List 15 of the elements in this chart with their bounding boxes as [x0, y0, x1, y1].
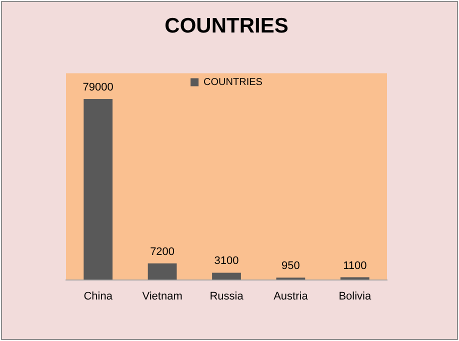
- x-tick-label: Vietnam: [142, 290, 182, 302]
- data-label: 79000: [82, 82, 114, 94]
- data-label: 1100: [343, 260, 367, 272]
- x-tick-label: China: [84, 290, 114, 302]
- x-tick-label: Bolivia: [338, 290, 372, 302]
- bar: [148, 263, 177, 280]
- bar: [212, 272, 241, 280]
- data-label: 950: [282, 260, 300, 272]
- x-tick-label: Austria: [274, 290, 309, 302]
- x-tick-label: Russia: [210, 290, 244, 302]
- legend-label: COUNTRIES: [204, 76, 263, 88]
- data-label: 7200: [150, 246, 175, 258]
- chart-title: COUNTRIES: [164, 14, 288, 38]
- bar: [84, 99, 113, 280]
- data-label: 3100: [214, 255, 239, 268]
